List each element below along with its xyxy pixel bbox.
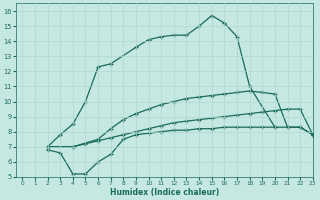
X-axis label: Humidex (Indice chaleur): Humidex (Indice chaleur): [110, 188, 219, 197]
